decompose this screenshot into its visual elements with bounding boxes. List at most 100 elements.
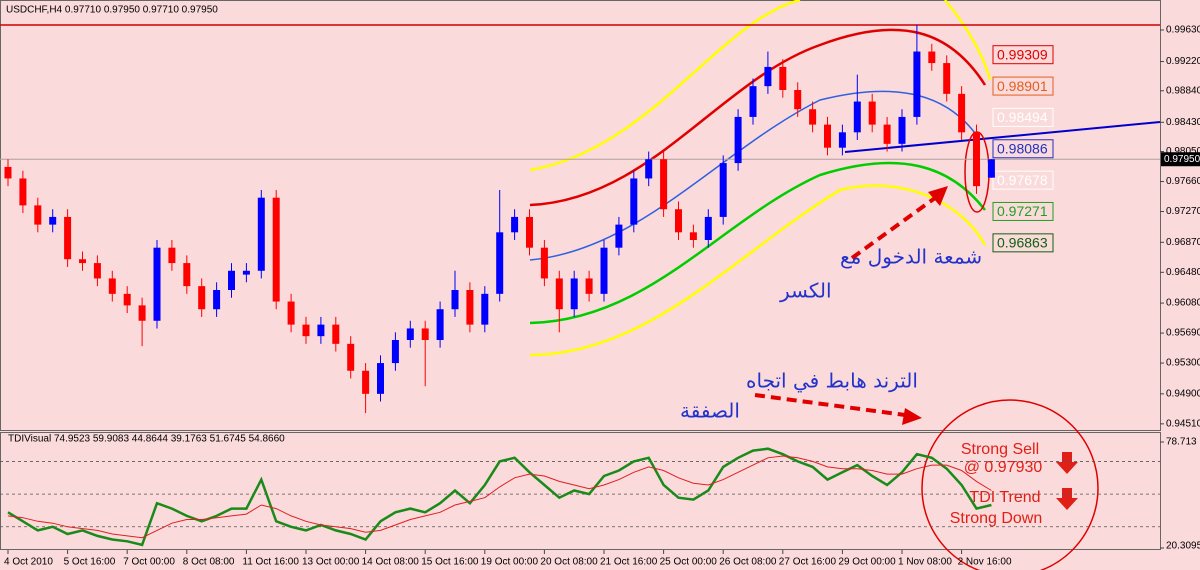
down-arrow <box>1056 452 1078 474</box>
y-tick-label: 0.98840 <box>1166 85 1200 96</box>
candle-body <box>183 263 191 287</box>
candle-body <box>779 66 787 90</box>
candle-body <box>93 263 101 279</box>
candle-body <box>138 305 146 321</box>
candle-body <box>719 163 727 217</box>
candle-body <box>511 216 519 233</box>
x-tick-label: 19 Oct 00:00 <box>481 557 539 568</box>
candle-body <box>153 247 161 321</box>
candle-body <box>228 270 235 290</box>
y-tick-label: 20.3095 <box>1166 541 1200 552</box>
annotation: الترند هابط في اتجاه <box>746 369 918 394</box>
lower-yellow <box>529 184 987 357</box>
candle-body <box>943 63 951 94</box>
arrow-head <box>902 408 922 425</box>
x-tick-label: 26 Oct 08:00 <box>719 557 777 568</box>
candle-body <box>317 324 325 337</box>
candle-body <box>451 290 459 310</box>
candle-body <box>287 301 295 325</box>
candle-body <box>198 286 206 310</box>
candle-body <box>79 259 86 264</box>
candle-body <box>809 109 817 125</box>
signal-text: Strong Sell <box>961 441 1039 458</box>
candle-body <box>391 340 399 364</box>
y-tick-label: 0.98430 <box>1166 117 1200 128</box>
candle-body <box>332 324 340 344</box>
level-label: 0.98901 <box>997 78 1048 94</box>
candle-body <box>49 216 57 225</box>
candle-body <box>868 101 876 125</box>
candle-body <box>168 247 176 264</box>
candle-body <box>481 293 489 325</box>
candle-body <box>526 216 533 248</box>
signal-circle <box>921 399 1099 570</box>
y-tick-label: 0.97270 <box>1166 206 1200 217</box>
x-tick-label: 8 Oct 08:00 <box>183 557 235 568</box>
candle-body <box>4 166 12 179</box>
candle-body <box>302 324 310 337</box>
candle-body <box>421 328 429 340</box>
arrow-entry <box>850 196 937 260</box>
price-tag-label: 0.97950 <box>1164 154 1200 165</box>
arrow-trend <box>754 393 906 417</box>
candle-body <box>794 90 802 110</box>
candle-body <box>19 178 27 206</box>
y-tick-label: 0.96080 <box>1166 298 1200 309</box>
candle-body <box>660 159 668 210</box>
candle-body <box>853 101 861 133</box>
candle-body <box>377 363 384 394</box>
signal-text: TDI Trend <box>969 489 1040 506</box>
upper-yellow-right <box>944 0 992 81</box>
indicator-line <box>7 447 992 547</box>
x-tick-label: 7 Oct 00:00 <box>123 557 175 568</box>
candle-body <box>585 278 593 294</box>
candle-body <box>824 124 831 148</box>
candle-body <box>570 278 578 310</box>
candle-body <box>749 86 757 117</box>
candle-body <box>764 66 772 87</box>
x-tick-label: 21 Oct 16:00 <box>600 557 658 568</box>
level-box <box>992 107 1054 127</box>
candle-body <box>362 370 370 394</box>
candle-body <box>436 309 444 340</box>
main-frame <box>0 0 1161 431</box>
candle-body <box>257 197 265 271</box>
candle-body <box>987 159 995 178</box>
level-box <box>992 139 1054 159</box>
chart-title: USDCHF,H4 0.97710 0.97950 0.97710 0.9795… <box>6 5 218 16</box>
x-tick-label: 25 Oct 00:00 <box>660 557 718 568</box>
y-tick-label: 0.98050 <box>1166 146 1200 157</box>
x-tick-label: 20 Oct 08:00 <box>540 557 598 568</box>
candle-body <box>958 93 966 133</box>
level-label: 0.97271 <box>997 203 1048 219</box>
y-tick-label: 0.96870 <box>1166 237 1200 248</box>
candle-body <box>615 224 623 248</box>
y-tick-label: 0.94900 <box>1166 388 1200 399</box>
candle-body <box>689 232 697 240</box>
arrow-head <box>928 186 948 206</box>
level-label: 0.97678 <box>997 172 1048 188</box>
candle-body <box>898 116 906 144</box>
upper-red <box>529 28 987 207</box>
x-tick-label: 14 Oct 08:00 <box>362 557 420 568</box>
candle-body <box>838 132 846 148</box>
y-tick-label: 0.97660 <box>1166 176 1200 187</box>
x-tick-label: 29 Oct 00:00 <box>838 557 896 568</box>
y-tick-label: 78.713 <box>1166 437 1197 448</box>
y-tick-label: 0.99220 <box>1166 56 1200 67</box>
level-label: 0.99309 <box>997 46 1048 62</box>
indicator-line <box>7 455 992 539</box>
candle-body <box>347 343 355 371</box>
x-tick-label: 1 Nov 08:00 <box>898 557 952 568</box>
middle-blue <box>529 90 981 261</box>
y-tick-label: 0.95300 <box>1166 358 1200 369</box>
level-box <box>992 233 1054 253</box>
sub-frame <box>0 432 1161 550</box>
upper-yellow <box>529 0 801 172</box>
level-box <box>992 45 1054 65</box>
channels <box>529 0 992 357</box>
candle-body <box>64 216 72 260</box>
x-tick-label: 4 Oct 2010 <box>4 557 53 568</box>
indicator-title: TDIVisual 74.9523 59.9083 44.8644 39.176… <box>8 434 285 445</box>
candle-body <box>645 159 653 179</box>
